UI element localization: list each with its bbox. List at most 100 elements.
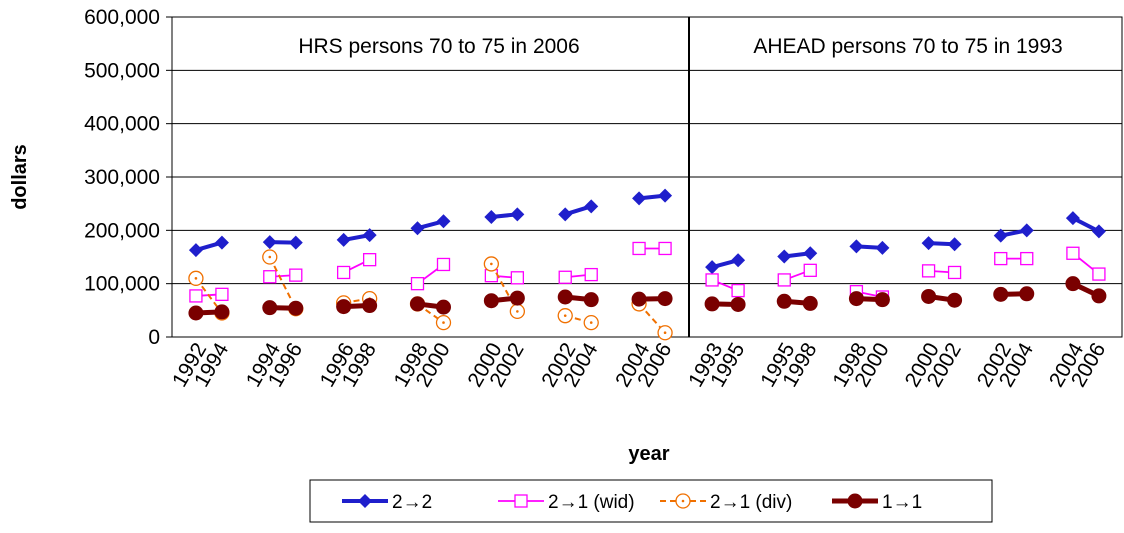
series-1-1-point bbox=[921, 288, 937, 304]
series-2-1-div--point-center bbox=[516, 310, 519, 313]
series-2-1-div--point-center bbox=[663, 331, 667, 335]
series-1-1-point bbox=[874, 292, 890, 308]
series-2-1-wid--point bbox=[658, 241, 672, 256]
series-1-1-point bbox=[1019, 286, 1035, 302]
series-2-2 bbox=[188, 188, 1106, 275]
series-2-2-point bbox=[188, 243, 203, 258]
series-2-2-point bbox=[777, 249, 792, 264]
series-2-1-wid--point bbox=[189, 289, 203, 303]
series-1-1-point bbox=[631, 291, 647, 307]
series-2-2-point bbox=[632, 191, 647, 206]
series-1-1-point bbox=[410, 296, 425, 312]
panel-title-hrs: HRS persons 70 to 75 in 2006 bbox=[298, 35, 579, 58]
series-1-1-point bbox=[1065, 276, 1081, 292]
series-2-1-wid--point bbox=[510, 271, 525, 285]
x-axis-label: year bbox=[628, 443, 669, 465]
series-1-1-point bbox=[214, 304, 230, 320]
legend: 2→2 2→1 (wid) 2→1 (div) 1→1 bbox=[309, 479, 993, 523]
series-2-1-div--point-center bbox=[194, 277, 198, 280]
series-2-2-point bbox=[731, 253, 746, 268]
series-2-1-wid--point bbox=[1020, 251, 1034, 266]
series-2-2-point bbox=[705, 260, 720, 275]
legend-entries: 2→2 2→1 (wid) 2→1 (div) 1→1 bbox=[342, 492, 922, 513]
series-1-1-point bbox=[704, 296, 720, 312]
series-1-1-point bbox=[557, 289, 573, 305]
series-2-2-point bbox=[336, 232, 351, 247]
series-2-1-div--point-center bbox=[442, 321, 445, 324]
series-2-1-wid--point bbox=[705, 273, 719, 287]
series-2-2-point bbox=[436, 214, 451, 229]
series-1-1-point bbox=[436, 299, 451, 315]
series-1-1-point bbox=[362, 298, 378, 314]
series-2-2-point bbox=[214, 235, 229, 250]
series-2-2-point bbox=[875, 240, 890, 255]
series-1-1-point bbox=[657, 291, 673, 307]
series-2-1-wid--point bbox=[289, 268, 303, 282]
series-2-1-wid--point bbox=[994, 251, 1008, 266]
series-2-1-div--point-center bbox=[589, 321, 593, 324]
y-tick-label: 0 bbox=[148, 326, 160, 349]
series-2-1-wid--point bbox=[632, 241, 646, 256]
series-2-2-point bbox=[288, 235, 303, 250]
series-2-1-wid--point bbox=[921, 264, 936, 278]
legend-label: 1→1 bbox=[882, 492, 922, 513]
series-2-1-wid--point bbox=[558, 270, 572, 284]
series-layer bbox=[188, 188, 1107, 341]
series-1-1-point bbox=[509, 290, 525, 306]
series-2-1-wid--point bbox=[436, 257, 451, 272]
series-1-1-point bbox=[730, 296, 746, 312]
legend-marker-center bbox=[681, 499, 685, 503]
series-2-1-wid--point bbox=[362, 253, 377, 267]
y-tick-label: 100,000 bbox=[84, 273, 160, 296]
series-2-2-point bbox=[947, 237, 962, 252]
series-2-1-wid--point bbox=[410, 277, 425, 291]
series-2-1-div- bbox=[188, 249, 673, 341]
series-2-1-div--point-center bbox=[490, 262, 493, 266]
series-2-1-wid--point bbox=[1092, 267, 1106, 281]
series-1-1-point bbox=[993, 286, 1009, 302]
series-2-1-wid--point bbox=[803, 263, 817, 277]
y-tick-label: 400,000 bbox=[84, 113, 160, 136]
series-2-2-point bbox=[262, 235, 277, 250]
series-1-1-point bbox=[483, 293, 499, 309]
series-2-2-point bbox=[484, 210, 499, 224]
series-2-1-wid- bbox=[189, 241, 1106, 304]
series-2-2-point bbox=[1091, 224, 1106, 239]
series-2-2-point bbox=[558, 207, 573, 222]
y-tick-label: 600,000 bbox=[84, 6, 160, 29]
series-1-1-point bbox=[288, 300, 304, 316]
series-1-1-point bbox=[188, 305, 204, 321]
legend-label: 2→1 (wid) bbox=[548, 492, 635, 513]
series-1-1-point bbox=[802, 295, 818, 311]
legend-label: 2→2 bbox=[392, 492, 432, 513]
series-2-1-wid--point bbox=[731, 283, 745, 298]
series-2-1-wid--point bbox=[1066, 246, 1080, 260]
series-2-1-div--point-center bbox=[268, 255, 272, 259]
legend-marker bbox=[847, 493, 863, 509]
series-2-2-point bbox=[658, 188, 673, 203]
series-1-1-point bbox=[336, 299, 352, 315]
series-2-2-point bbox=[803, 246, 818, 261]
y-tick-label: 200,000 bbox=[84, 219, 160, 242]
series-2-1-wid--point bbox=[263, 270, 277, 284]
series-2-1-wid--point bbox=[947, 265, 962, 280]
series-2-1-wid--point bbox=[336, 265, 351, 280]
legend-marker bbox=[358, 494, 372, 508]
series-1-1-point bbox=[947, 292, 963, 308]
legend-label: 2→1 (div) bbox=[710, 492, 792, 513]
series-2-2-point bbox=[921, 236, 936, 251]
panel-title-ahead: AHEAD persons 70 to 75 in 1993 bbox=[753, 35, 1062, 58]
series-1-1-point bbox=[583, 292, 599, 308]
series-2-2-point bbox=[584, 199, 599, 214]
series-2-2-point bbox=[993, 228, 1008, 243]
series-2-1-div--segment bbox=[195, 277, 223, 314]
y-axis-label: dollars bbox=[9, 144, 31, 210]
series-2-1-wid--point bbox=[215, 287, 229, 301]
y-tick-label: 300,000 bbox=[84, 166, 160, 189]
series-2-1-wid--point bbox=[777, 273, 791, 287]
series-1-1-point bbox=[262, 300, 278, 316]
series-2-2-point bbox=[362, 228, 377, 243]
gridlines bbox=[172, 69, 1122, 285]
